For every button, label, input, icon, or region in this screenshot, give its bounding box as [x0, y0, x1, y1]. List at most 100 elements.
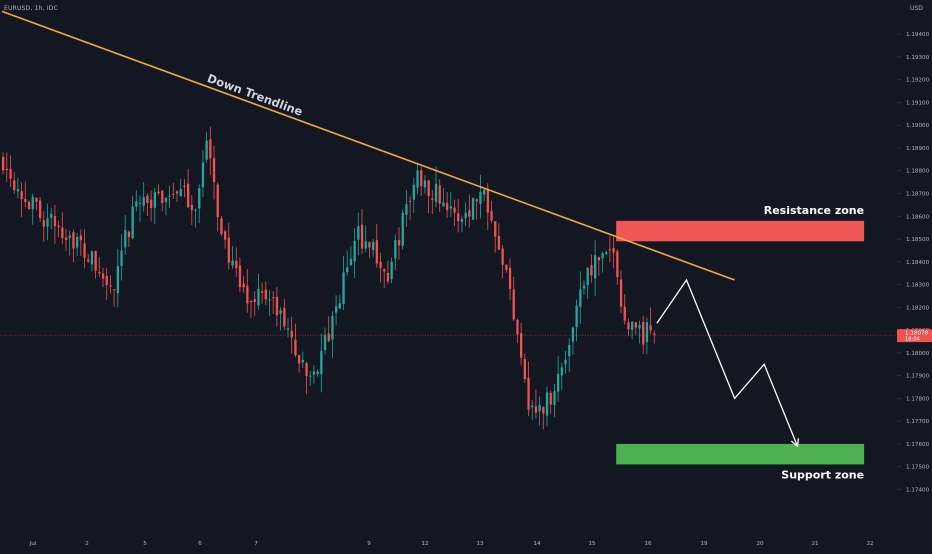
candle-body	[153, 192, 156, 208]
candle-body	[242, 283, 245, 288]
candle-body	[386, 272, 390, 282]
candle-body	[264, 289, 267, 300]
y-tick-label: 1.18600	[906, 214, 930, 220]
candle-body	[582, 285, 586, 289]
candle-body	[135, 201, 138, 207]
candle-body	[301, 359, 304, 363]
candle-body	[627, 322, 630, 330]
candle-body	[623, 306, 626, 321]
y-tick-label: 1.17900	[906, 374, 930, 380]
candle-body	[434, 183, 438, 202]
candle-body	[42, 220, 45, 227]
candle-body	[360, 224, 364, 249]
candle-body	[231, 260, 234, 266]
candle-body	[161, 190, 164, 203]
y-tick-label: 1.17400	[906, 487, 930, 493]
candle-body	[20, 191, 23, 199]
candle-body	[246, 285, 249, 304]
candle-body	[249, 300, 253, 303]
candle-body	[520, 333, 523, 358]
x-tick-label: 7	[254, 541, 258, 547]
candle-body	[557, 374, 560, 392]
candle-body	[179, 189, 182, 197]
candle-body	[2, 156, 5, 171]
candle-body	[87, 259, 90, 262]
candle-body	[638, 324, 641, 329]
candle-body	[261, 291, 264, 293]
candle-body	[294, 339, 297, 356]
candle-body	[427, 180, 430, 196]
candle-body	[342, 272, 345, 304]
y-tick-label: 1.18200	[906, 305, 930, 311]
y-tick-label: 1.19400	[906, 32, 930, 38]
candle-body	[64, 237, 68, 240]
candle-body	[442, 202, 445, 207]
y-tick-label: 1.18000	[906, 351, 930, 357]
candle-body	[601, 253, 604, 259]
candle-body	[516, 319, 519, 335]
candle-body	[571, 327, 575, 342]
x-tick-label: 2	[85, 541, 89, 547]
candle-body	[619, 279, 623, 307]
y-tick-label: 1.18900	[906, 146, 930, 152]
candle-body	[501, 248, 504, 265]
candle-body	[346, 267, 349, 273]
candle-body	[494, 221, 497, 237]
candle-body	[61, 227, 64, 239]
support-zone-label: Support zone	[781, 468, 864, 481]
candle-body	[168, 195, 171, 197]
candle-body	[497, 235, 501, 250]
current-price-value: 1.18078	[905, 331, 929, 337]
projection-path[interactable]	[656, 278, 799, 447]
candle-body	[183, 185, 186, 187]
candle-body	[72, 232, 75, 249]
candle-body	[438, 185, 441, 204]
x-tick-label: 13	[476, 541, 484, 547]
candle-body	[216, 184, 219, 218]
candle-body	[453, 207, 456, 213]
candle-body	[286, 328, 290, 330]
candle-body	[631, 321, 634, 330]
candle-body	[227, 237, 230, 263]
candle-body	[608, 249, 612, 251]
candle-body	[131, 206, 134, 239]
candle-body	[490, 210, 493, 221]
support-zone[interactable]	[616, 443, 865, 465]
candle-body	[479, 191, 482, 204]
candle-body	[483, 189, 486, 195]
candle-body	[9, 168, 12, 179]
candle-body	[553, 390, 556, 405]
candle-body	[431, 198, 434, 200]
x-tick-label: 22	[866, 541, 873, 547]
candle-body	[471, 198, 475, 220]
candle-body	[83, 243, 86, 258]
candle-body	[375, 240, 378, 264]
candle-body	[39, 200, 42, 218]
y-tick-label: 1.18300	[906, 283, 930, 289]
candle-body	[586, 267, 589, 285]
candle-body	[564, 359, 567, 365]
candle-body	[175, 191, 179, 194]
candle-body	[275, 296, 279, 316]
down-trendline[interactable]	[1, 10, 735, 281]
candle-body	[212, 158, 216, 183]
candle-body	[16, 189, 20, 192]
candle-body	[13, 180, 16, 191]
candle-body	[142, 197, 145, 206]
candle-body	[272, 297, 275, 299]
candle-body	[594, 255, 597, 279]
resistance-zone[interactable]	[616, 220, 865, 242]
candle-body	[412, 184, 415, 200]
candle-body	[5, 168, 8, 171]
candle-body	[320, 350, 323, 375]
candle-body	[157, 191, 160, 193]
y-tick-label: 1.17700	[906, 419, 930, 425]
candle-body	[124, 229, 127, 248]
candle-body	[316, 371, 319, 375]
candle-body	[394, 240, 397, 259]
candle-body	[401, 212, 404, 246]
candle-body	[79, 235, 82, 241]
candle-body	[420, 170, 423, 187]
